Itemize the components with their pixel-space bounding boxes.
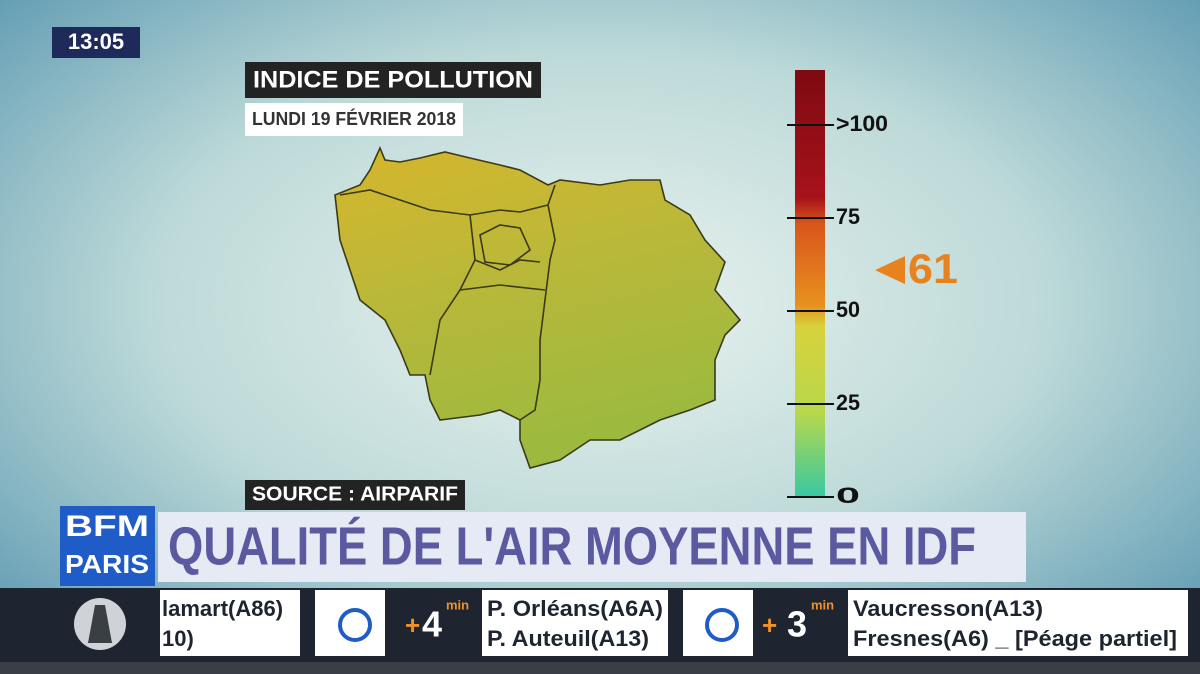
timer-box — [683, 590, 753, 656]
title: INDICE DE POLLUTION — [253, 66, 533, 93]
gauge-tick-label: 75 — [836, 204, 860, 229]
delay-sign: + — [405, 610, 420, 640]
timer-icon — [705, 608, 739, 642]
title-box — [245, 62, 541, 98]
source: SOURCE : AIRPARIF — [252, 483, 458, 505]
ticker-line: P. Auteuil(A13) — [487, 626, 649, 651]
gauge-bar — [795, 70, 825, 497]
delay-minutes: 4 — [422, 604, 442, 645]
timer-icon — [338, 608, 372, 642]
ticker-line: 10) — [162, 626, 194, 651]
region-borders — [339, 184, 556, 421]
road-icon-lane — [88, 605, 112, 643]
logo-top: BFM — [65, 510, 149, 543]
ticker-item-box — [160, 590, 300, 656]
ticker-item-box — [848, 590, 1188, 656]
gauge-tick-label: 50 — [836, 297, 860, 322]
clock-box — [52, 27, 140, 58]
ticker-item-box — [482, 590, 668, 656]
gauge-tick-label: >100 — [836, 111, 888, 136]
delay-unit: min — [811, 597, 834, 612]
delay-sign: + — [762, 610, 777, 640]
logo-box — [60, 506, 155, 586]
timer-box — [315, 590, 385, 656]
source-box — [245, 480, 465, 510]
gauge-tick-label: 0 — [836, 483, 860, 508]
gauge-tick-label: 25 — [836, 390, 860, 415]
ticker-line: lamart(A86) — [162, 596, 283, 621]
ticker-line: Vaucresson(A13) — [853, 596, 1043, 621]
ticker-delay: + 3 min Vaucresson(A13) Fresnes(A6) _ [P… — [683, 590, 1188, 656]
ticker-delay: + 4 min P. Orléans(A6A) P. Auteuil(A13) — [315, 590, 668, 656]
delay-unit: min — [446, 597, 469, 612]
delay-minutes: 3 — [787, 604, 807, 645]
map — [334, 145, 742, 469]
date-box — [245, 103, 463, 136]
ticker-line: P. Orléans(A6A) — [487, 596, 663, 621]
gauge-value: 61 — [908, 245, 958, 292]
clock: 13:05 — [68, 29, 124, 54]
gauge: 0 25 50 75 >100 61 — [787, 70, 958, 508]
ticker-base — [0, 662, 1200, 674]
banner-title: QUALITÉ DE L'AIR MOYENNE EN IDF — [168, 516, 976, 576]
gauge-pointer — [875, 256, 905, 285]
banner-box — [158, 512, 1026, 582]
date: LUNDI 19 FÉVRIER 2018 — [252, 108, 456, 129]
logo-bottom: PARIS — [65, 549, 149, 579]
ticker-line: Fresnes(A6) _ [Péage partiel] — [853, 626, 1177, 651]
region-outline — [334, 145, 742, 469]
